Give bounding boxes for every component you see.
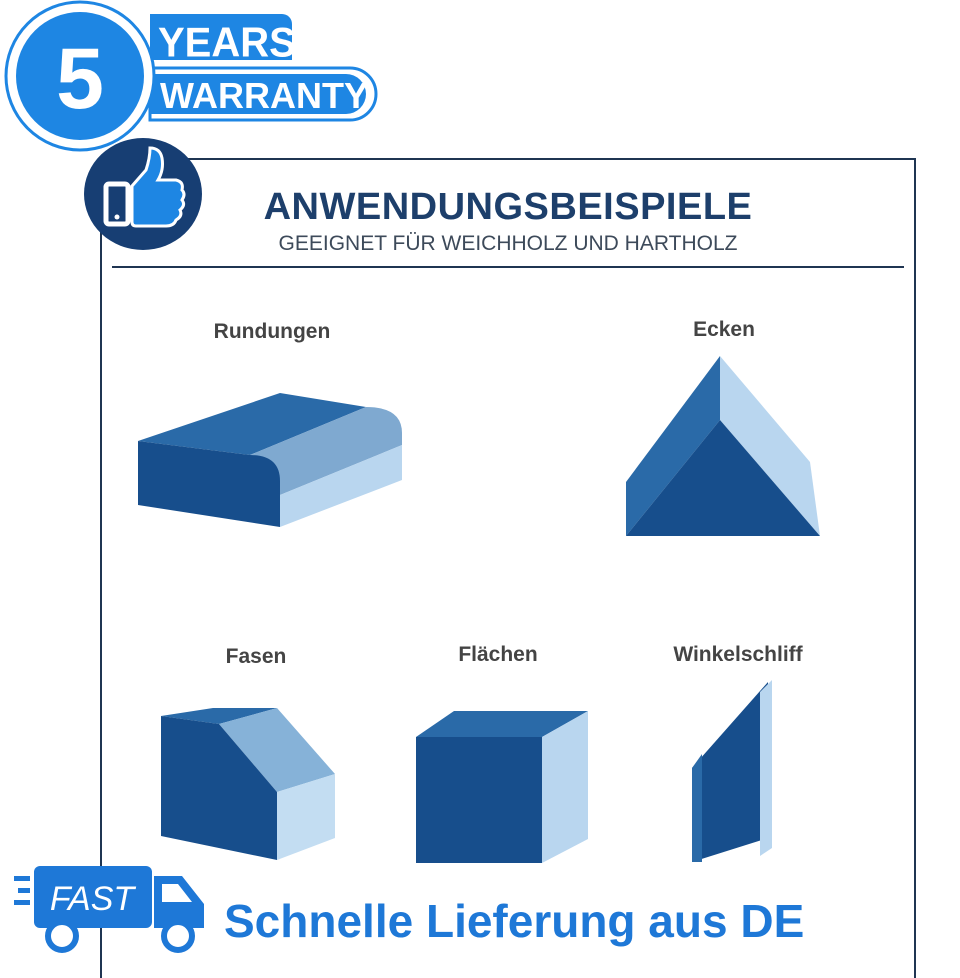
warranty-badge: 5 YEARS WARRANTY [4,0,378,152]
winkelschliff-shape [692,680,772,862]
delivery-truck-icon: FAST [14,866,204,953]
label-winkelschliff: Winkelschliff [673,643,803,666]
warranty-years: YEARS [158,19,296,66]
label-ecken: Ecken [693,318,755,341]
warranty-label: WARRANTY [160,75,368,116]
warranty-number: 5 [56,31,104,127]
delivery-text: Schnelle Lieferung aus DE [224,895,805,947]
ecken-shape [626,356,820,536]
fasen-shape [161,708,335,860]
content-frame [100,158,916,978]
fast-label: FAST [50,880,137,918]
flaechen-shape [416,711,588,863]
thumbs-up-badge [84,138,202,250]
thumbs-up-icon [103,146,186,228]
page-title: ANWENDUNGSBEISPIELE [263,186,753,228]
rundungen-shape [138,393,402,527]
label-fasen: Fasen [225,645,287,668]
title-divider [112,266,904,268]
label-rundungen: Rundungen [213,320,331,343]
label-flaechen: Flächen [458,643,538,666]
page-subtitle: GEEIGNET FÜR WEICHHOLZ UND HARTHOLZ [278,232,738,255]
